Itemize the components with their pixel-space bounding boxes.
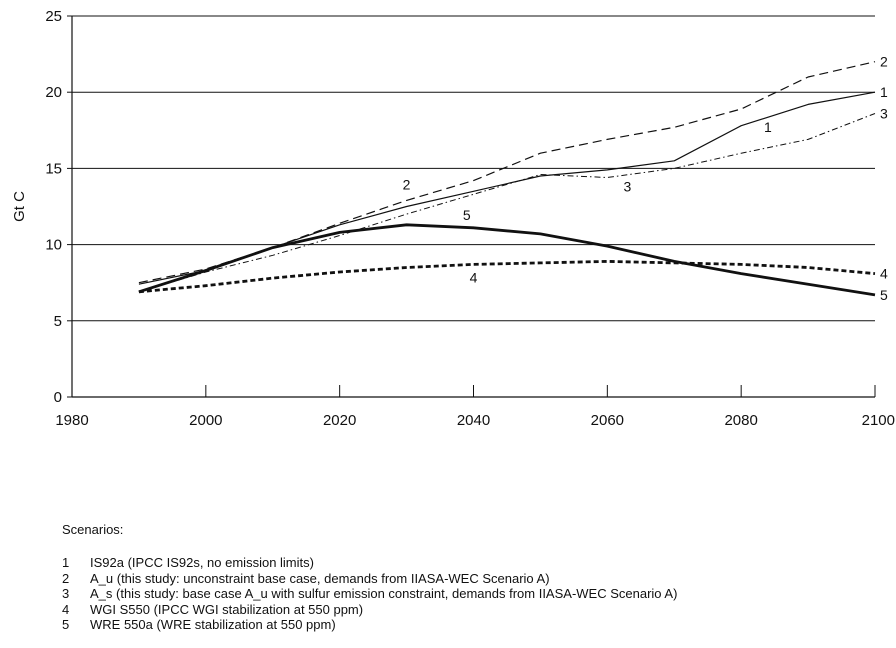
series-end-label: 3 [880, 106, 888, 122]
y-tick-label: 10 [45, 237, 62, 254]
series-line-a-u [138, 61, 876, 284]
x-tick-label: 2080 [724, 412, 757, 429]
x-tick-label: 2020 [323, 412, 356, 429]
scenario-item: 5 WRE 550a (WRE stabilization at 550 ppm) [62, 617, 677, 633]
series-line-wgis550 [138, 259, 876, 294]
series-line-a-s [138, 113, 876, 293]
scenario-description: A_u (this study: unconstraint base case,… [90, 570, 550, 586]
y-tick-label: 15 [45, 160, 62, 177]
x-tick-label: 2000 [189, 412, 222, 429]
series-end-label: 5 [880, 287, 888, 303]
series-line-wre550a [138, 223, 876, 297]
scenario-item: 3 A_s (this study: base case A_u with sul… [62, 586, 677, 602]
y-tick-label: 5 [54, 313, 62, 330]
series-annotation: 3 [624, 178, 632, 194]
y-tick-label: 25 [45, 8, 62, 25]
series-annotation: 1 [764, 119, 772, 135]
x-tick-label: 2100 [862, 412, 895, 429]
scenario-description: IS92a (IPCC IS92s, no emission limits) [90, 555, 314, 570]
scenario-number: 3 [62, 586, 70, 601]
scenario-number: 4 [62, 601, 70, 617]
scenario-number: 1 [62, 555, 70, 570]
scenario-description: A_s (this study: base case A_u with sulf… [90, 586, 678, 601]
y-tick-label: 0 [54, 389, 62, 406]
scenario-description: WGI S550 (IPCC WGI stabilization at 550 … [90, 601, 364, 617]
series-end-label: 2 [880, 54, 888, 70]
x-tick-label: 2060 [591, 412, 624, 429]
scenarios-list: 1 IS92a (IPCC IS92s, no emission limits) … [62, 555, 677, 633]
scenario-item: 2 A_u (this study: unconstraint base case… [62, 571, 677, 587]
series-annotation: 5 [463, 207, 471, 223]
series-end-label: 4 [880, 266, 888, 282]
series-end-label: 1 [880, 84, 888, 100]
x-tick-label: 2040 [457, 412, 490, 429]
scenario-number: 2 [62, 570, 70, 586]
y-tick-label: 20 [45, 84, 62, 101]
scenarios-heading: Scenarios: [62, 522, 124, 537]
scenario-description: WRE 550a (WRE stabilization at 550 ppm) [90, 617, 336, 632]
scenario-item: 4 WGI S550 (IPCC WGI stabilization at 550… [62, 602, 677, 618]
series-annotation: 4 [470, 270, 478, 286]
scenario-item: 1 IS92a (IPCC IS92s, no emission limits) [62, 555, 677, 571]
series-annotation: 2 [403, 177, 411, 193]
y-axis-label: Gt C [11, 191, 28, 222]
x-tick-label: 1980 [55, 412, 88, 429]
scenario-number: 5 [62, 617, 70, 632]
